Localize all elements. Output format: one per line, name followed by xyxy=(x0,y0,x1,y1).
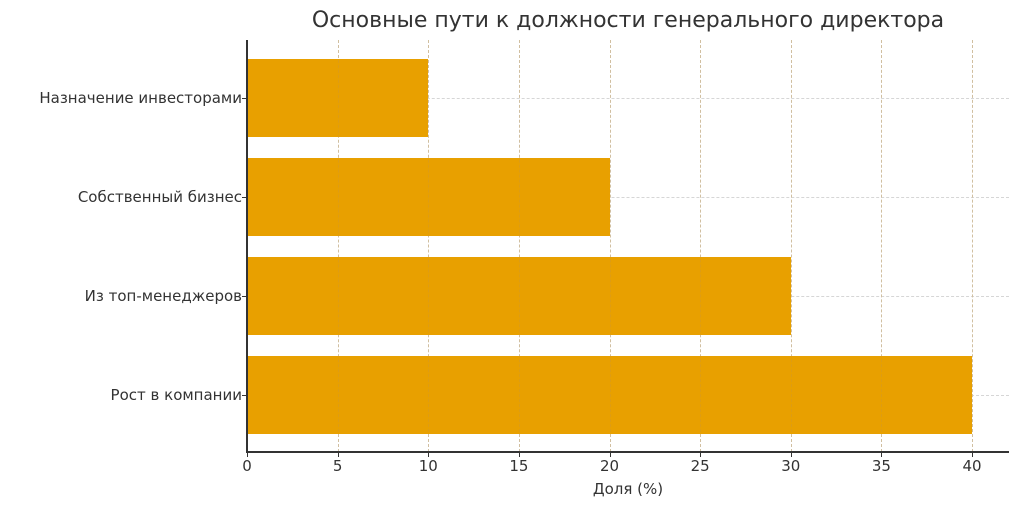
y-tick xyxy=(242,197,247,198)
bar xyxy=(247,59,429,137)
y-tick xyxy=(242,296,247,297)
grid-line-vertical xyxy=(881,40,883,452)
x-tick xyxy=(337,452,339,457)
grid-line-vertical xyxy=(518,40,520,452)
grid-line-vertical xyxy=(972,40,973,452)
grid-line-horizontal xyxy=(247,197,1009,198)
x-tick-label: 10 xyxy=(418,457,438,475)
x-tick-label: 35 xyxy=(871,457,891,475)
grid-line-overlay xyxy=(790,40,792,452)
y-tick-label: Рост в компании xyxy=(110,386,242,404)
y-axis-spine xyxy=(246,40,248,453)
y-tick-label: Собственный бизнес xyxy=(77,188,242,206)
grid-line-vertical xyxy=(247,40,248,452)
y-tick-label: Из топ-менеджеров xyxy=(84,287,242,305)
grid-line-overlay xyxy=(972,40,973,452)
x-tick-label: 20 xyxy=(599,457,620,475)
x-tick-label: 40 xyxy=(962,457,982,475)
x-axis-spine xyxy=(246,451,1009,453)
grid-line-horizontal xyxy=(247,98,1009,99)
x-tick-label: 15 xyxy=(509,457,529,475)
grid-line-overlay xyxy=(428,40,430,452)
grid-line-overlay xyxy=(518,40,520,452)
x-axis-label: Доля (%) xyxy=(592,480,664,498)
y-tick xyxy=(242,98,247,99)
y-tick xyxy=(242,395,247,396)
grid-line-overlay xyxy=(700,40,702,452)
x-tick xyxy=(972,452,973,457)
grid-line-vertical xyxy=(609,40,611,452)
x-tick xyxy=(700,452,702,457)
x-tick-label: 30 xyxy=(781,457,801,475)
chart-title: Основные пути к должности генерального д… xyxy=(311,8,945,33)
plot-area xyxy=(247,40,1009,452)
x-tick xyxy=(428,452,430,457)
bar xyxy=(247,158,610,236)
x-tick xyxy=(790,452,792,457)
grid-line-vertical xyxy=(790,40,792,452)
x-tick xyxy=(518,452,520,457)
grid-line-vertical xyxy=(337,40,339,452)
bar xyxy=(247,356,972,434)
grid-line-overlay xyxy=(337,40,339,452)
x-tick xyxy=(881,452,883,457)
bar xyxy=(247,257,791,335)
grid-line-overlay xyxy=(881,40,883,452)
x-tick-label: 0 xyxy=(242,457,252,475)
x-tick-label: 25 xyxy=(690,457,710,475)
grid-line-vertical xyxy=(428,40,430,452)
y-tick-label: Назначение инвесторами xyxy=(39,89,242,107)
x-tick xyxy=(609,452,611,457)
x-tick xyxy=(247,452,248,457)
grid-line-overlay xyxy=(609,40,611,452)
grid-line-vertical xyxy=(700,40,702,452)
x-tick-label: 5 xyxy=(332,457,343,475)
